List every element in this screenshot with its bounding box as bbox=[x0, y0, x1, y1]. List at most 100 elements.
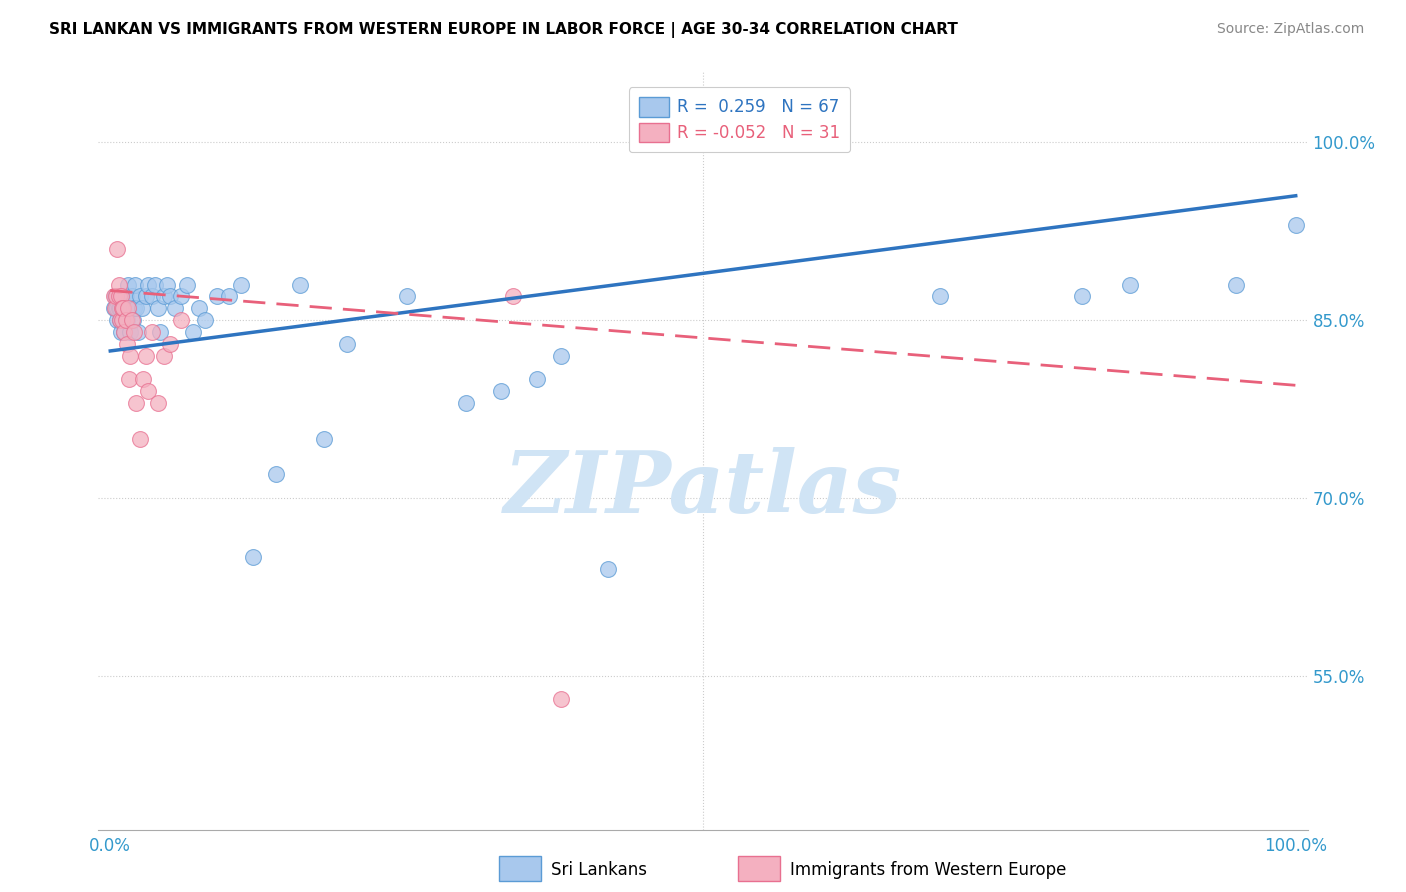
Point bbox=[526, 372, 548, 386]
Point bbox=[114, 289, 136, 303]
Point bbox=[110, 289, 132, 303]
Point bbox=[114, 301, 136, 316]
Point bbox=[108, 313, 131, 327]
Point bbox=[149, 325, 172, 339]
Point bbox=[117, 301, 139, 316]
Point bbox=[105, 301, 128, 316]
Point bbox=[111, 301, 134, 316]
Point bbox=[107, 301, 129, 316]
Point bbox=[454, 396, 477, 410]
Point bbox=[111, 313, 134, 327]
Point bbox=[122, 301, 145, 316]
Point bbox=[114, 301, 136, 316]
Point bbox=[1071, 289, 1094, 303]
Point bbox=[502, 289, 524, 303]
Point bbox=[181, 325, 204, 339]
Point bbox=[242, 550, 264, 565]
Point bbox=[550, 692, 572, 706]
Point bbox=[135, 289, 157, 303]
Point bbox=[104, 289, 127, 303]
Point bbox=[135, 349, 157, 363]
Point bbox=[125, 396, 148, 410]
Point bbox=[114, 325, 136, 339]
Point bbox=[105, 289, 128, 303]
Point bbox=[132, 372, 155, 386]
Point bbox=[336, 336, 359, 351]
Point bbox=[114, 313, 136, 327]
Point bbox=[1119, 277, 1142, 292]
Point bbox=[395, 289, 418, 303]
Point bbox=[194, 313, 217, 327]
Point bbox=[152, 289, 174, 303]
Point bbox=[312, 432, 335, 446]
Point bbox=[136, 277, 159, 292]
Point bbox=[598, 562, 620, 576]
Point bbox=[156, 277, 179, 292]
Point bbox=[159, 289, 181, 303]
Point bbox=[124, 277, 146, 292]
Text: Sri Lankans: Sri Lankans bbox=[551, 861, 647, 879]
Point bbox=[146, 301, 169, 316]
Point bbox=[103, 301, 125, 316]
Point bbox=[1225, 277, 1247, 292]
Point bbox=[491, 384, 513, 399]
Point bbox=[111, 301, 134, 316]
Point bbox=[111, 313, 134, 327]
Point bbox=[929, 289, 952, 303]
Point bbox=[188, 301, 211, 316]
Point bbox=[110, 325, 132, 339]
Point bbox=[105, 289, 128, 303]
Point bbox=[120, 349, 142, 363]
Point bbox=[264, 467, 287, 482]
Point bbox=[112, 289, 135, 303]
Point bbox=[105, 313, 128, 327]
Point bbox=[143, 277, 166, 292]
Point bbox=[152, 349, 174, 363]
Text: SRI LANKAN VS IMMIGRANTS FROM WESTERN EUROPE IN LABOR FORCE | AGE 30-34 CORRELAT: SRI LANKAN VS IMMIGRANTS FROM WESTERN EU… bbox=[49, 22, 957, 38]
Point bbox=[136, 384, 159, 399]
Point bbox=[120, 325, 142, 339]
Point bbox=[105, 242, 128, 256]
Text: Immigrants from Western Europe: Immigrants from Western Europe bbox=[790, 861, 1067, 879]
Point bbox=[122, 325, 145, 339]
Point bbox=[111, 289, 134, 303]
Point bbox=[108, 301, 131, 316]
Point bbox=[107, 289, 129, 303]
Point bbox=[114, 325, 136, 339]
Point bbox=[1285, 219, 1308, 233]
Point bbox=[229, 277, 252, 292]
Text: ZIPatlas: ZIPatlas bbox=[503, 447, 903, 530]
Point bbox=[205, 289, 228, 303]
Point bbox=[170, 313, 193, 327]
Point bbox=[110, 289, 132, 303]
Point bbox=[129, 432, 152, 446]
Point bbox=[121, 289, 143, 303]
Point bbox=[131, 301, 153, 316]
Legend: R =  0.259   N = 67, R = -0.052   N = 31: R = 0.259 N = 67, R = -0.052 N = 31 bbox=[628, 87, 851, 153]
Point bbox=[118, 301, 141, 316]
Point bbox=[288, 277, 311, 292]
Point bbox=[165, 301, 187, 316]
Point bbox=[112, 313, 135, 327]
Point bbox=[141, 325, 163, 339]
Point bbox=[115, 336, 138, 351]
Point bbox=[117, 277, 139, 292]
Point bbox=[115, 313, 138, 327]
Point bbox=[127, 325, 149, 339]
Point bbox=[107, 289, 129, 303]
Point bbox=[118, 372, 141, 386]
Point bbox=[146, 396, 169, 410]
Point bbox=[129, 289, 152, 303]
Point bbox=[125, 301, 148, 316]
Point bbox=[121, 313, 143, 327]
Point bbox=[108, 313, 131, 327]
Point bbox=[104, 301, 127, 316]
Point bbox=[141, 289, 163, 303]
Point bbox=[550, 349, 572, 363]
Point bbox=[112, 301, 135, 316]
Point bbox=[103, 289, 125, 303]
Text: Source: ZipAtlas.com: Source: ZipAtlas.com bbox=[1216, 22, 1364, 37]
Point bbox=[121, 313, 143, 327]
Point bbox=[176, 277, 198, 292]
Point bbox=[218, 289, 240, 303]
